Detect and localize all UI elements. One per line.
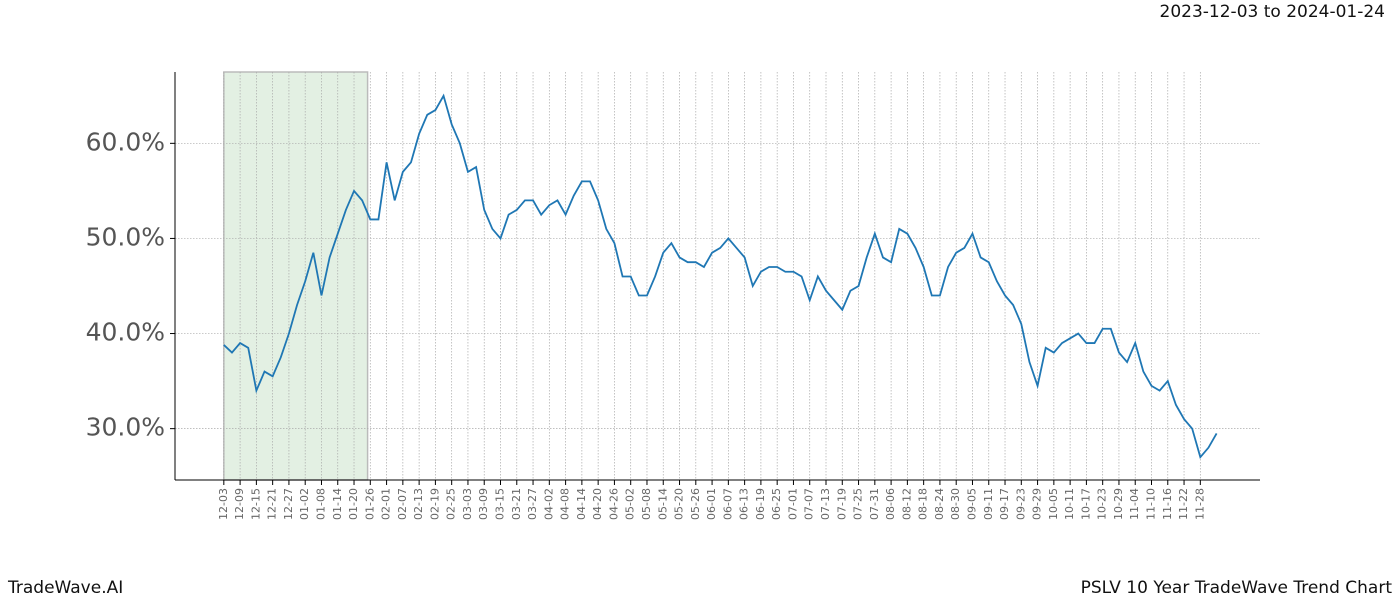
x-tick-label: 09-29: [1031, 488, 1044, 520]
x-tick-label: 05-20: [673, 488, 686, 520]
shaded-range: [223, 71, 369, 481]
brand: TradeWave.AI: [7, 578, 123, 598]
x-tick-label: 06-19: [754, 488, 767, 520]
x-tick-label: 01-20: [347, 488, 360, 520]
x-tick-label: 02-19: [428, 488, 441, 520]
x-tick-label: 10-11: [1063, 488, 1076, 520]
x-tick-label: 05-14: [656, 488, 669, 520]
y-tick-label: 40.0%: [86, 318, 165, 347]
x-tick-label: 12-21: [266, 488, 279, 520]
x-tick-label: 04-08: [559, 488, 572, 520]
x-tick-label: 01-02: [298, 488, 311, 520]
x-tick-label: 06-13: [738, 488, 751, 520]
x-tick-label: 10-05: [1047, 488, 1060, 520]
x-tick-label: 11-22: [1177, 488, 1190, 520]
x-tick-label: 11-04: [1128, 488, 1141, 520]
trend-line: [223, 93, 1218, 460]
date-range: 2023-12-03 to 2024-01-24: [1160, 2, 1385, 22]
x-tick-label: 11-16: [1161, 488, 1174, 520]
x-tick-label: 07-01: [786, 488, 799, 520]
x-tick-label: 11-10: [1145, 488, 1158, 520]
x-tick-label: 08-24: [933, 488, 946, 520]
x-tick-label: 06-25: [770, 488, 783, 520]
x-tick-label: 02-07: [396, 488, 409, 520]
x-tick-label: 02-01: [380, 488, 393, 520]
x-tick-label: 04-02: [542, 488, 555, 520]
x-tick-label: 05-26: [689, 488, 702, 520]
x-tick-label: 01-26: [363, 488, 376, 520]
x-tick-label: 08-18: [917, 488, 930, 520]
x-tick-label: 12-27: [282, 488, 295, 520]
x-tick-label: 02-13: [412, 488, 425, 520]
x-tick-label: 03-21: [510, 488, 523, 520]
x-tick-label: 12-03: [217, 488, 230, 520]
x-tick-label: 03-27: [526, 488, 539, 520]
x-tick-label: 07-19: [835, 488, 848, 520]
y-tick-label: 50.0%: [86, 222, 165, 251]
x-tick-label: 02-25: [445, 488, 458, 520]
x-tick-label: 09-05: [965, 488, 978, 520]
x-tick-label: 07-13: [819, 488, 832, 520]
chart-title: PSLV 10 Year TradeWave Trend Chart: [1081, 578, 1393, 598]
y-tick-label: 60.0%: [86, 127, 165, 156]
x-tick-label: 04-14: [575, 488, 588, 520]
x-tick-label: 04-20: [591, 488, 604, 520]
x-tick-label: 04-26: [607, 488, 620, 520]
x-tick-label: 06-01: [705, 488, 718, 520]
x-tick-label: 09-17: [998, 488, 1011, 520]
x-tick-label: 03-09: [477, 488, 490, 520]
x-tick-label: 10-17: [1079, 488, 1092, 520]
x-tick-label: 09-11: [982, 488, 995, 520]
x-tick-label: 05-02: [624, 488, 637, 520]
x-tick-label: 03-03: [461, 488, 474, 520]
x-tick-label: 01-08: [314, 488, 327, 520]
x-tick-label: 11-28: [1193, 488, 1206, 520]
x-tick-label: 08-06: [884, 488, 897, 520]
x-tick-label: 07-31: [868, 488, 881, 520]
x-tick-label: 12-15: [249, 488, 262, 520]
x-tick-label: 08-30: [949, 488, 962, 520]
x-tick-label: 12-09: [233, 488, 246, 520]
x-tick-label: 10-29: [1112, 488, 1125, 520]
x-tick-label: 05-08: [640, 488, 653, 520]
x-tick-label: 09-23: [1014, 488, 1027, 520]
x-tick-label: 07-25: [852, 488, 865, 520]
x-tick-label: 10-23: [1096, 488, 1109, 520]
x-tick-label: 07-07: [803, 488, 816, 520]
x-tick-label: 03-15: [494, 488, 507, 520]
y-tick-label: 30.0%: [86, 413, 165, 442]
x-tick-label: 06-07: [721, 488, 734, 520]
x-tick-label: 01-14: [331, 488, 344, 520]
x-tick-label: 08-12: [900, 488, 913, 520]
